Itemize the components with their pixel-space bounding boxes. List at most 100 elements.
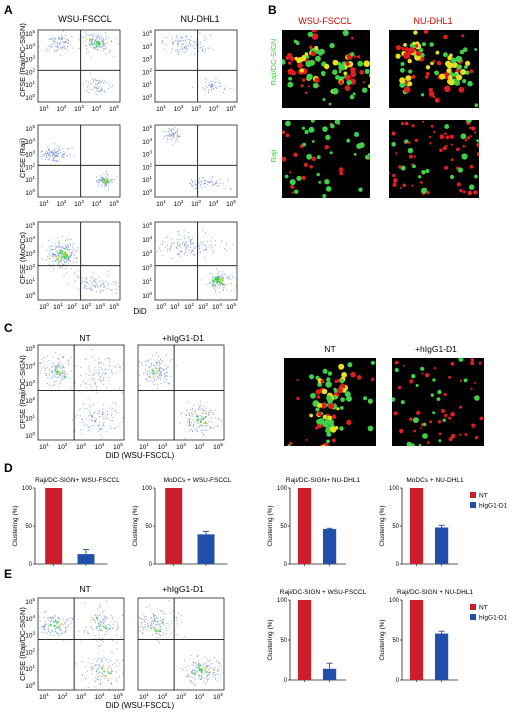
micrograph-c2 bbox=[392, 358, 484, 446]
b-row-label-1: Raji/DC-SIGN bbox=[269, 39, 278, 86]
plot-dots bbox=[139, 351, 222, 440]
bar-higg1-d1 bbox=[435, 633, 449, 680]
x-tick-label: 103 bbox=[191, 104, 201, 113]
bar-nt bbox=[45, 488, 63, 564]
legend-swatch bbox=[470, 502, 476, 508]
y-tick-label: 101 bbox=[142, 175, 152, 184]
y-tick-label: 0 bbox=[149, 562, 153, 568]
x-tick-label: 102 bbox=[158, 442, 168, 451]
flow-plot-e1: 105 104 103 102 101 100 101 102 103 104 105 bbox=[25, 597, 125, 701]
c-micro-title-2: +hIgG1-D1 bbox=[415, 344, 457, 354]
x-tick-label: 104 bbox=[95, 692, 105, 701]
y-tick-label: 101 bbox=[142, 80, 152, 89]
bar-chart-3: Raji/DC-SIGN+ NU-DHL1 Clustering (%) 0 50 10… bbox=[267, 477, 360, 568]
y-tick-label: 105 bbox=[25, 221, 35, 230]
y-tick-label: 103 bbox=[142, 150, 152, 159]
y-tick-label: 103 bbox=[25, 379, 35, 388]
chart-title: MoDCs + NU-DHL1 bbox=[406, 477, 464, 484]
y-tick-label: 102 bbox=[142, 67, 152, 76]
x-tick-label: 102 bbox=[158, 692, 168, 701]
bar-chart-2: MoDCs + WSU-FSCCL Clustering (%) 0 50 100 bbox=[132, 477, 232, 568]
x-tick-label: 105 bbox=[109, 302, 119, 311]
y-tick-label: 104 bbox=[25, 614, 35, 623]
y-tick-label: 103 bbox=[142, 249, 152, 258]
legend-swatch bbox=[470, 492, 476, 498]
x-tick-label: 103 bbox=[76, 692, 86, 701]
y-tick-label: 50 bbox=[145, 524, 152, 530]
plot-frame bbox=[37, 221, 121, 301]
y-tick-label: 101 bbox=[25, 175, 35, 184]
y-tick-label: 0 bbox=[284, 678, 288, 684]
x-tick-label: 103 bbox=[191, 199, 201, 208]
plot-frame bbox=[137, 597, 225, 691]
chart-title: MoDCs + WSU-FSCCL bbox=[164, 477, 232, 484]
x-tick-label: 102 bbox=[174, 199, 184, 208]
y-tick-label: 103 bbox=[25, 631, 35, 640]
micrograph-b3 bbox=[282, 120, 370, 198]
x-tick-label: 102 bbox=[174, 104, 184, 113]
chart-title: Raji/DC-SIGN + WSU-FSCCL bbox=[280, 589, 367, 596]
x-tick-label: 101 bbox=[39, 199, 49, 208]
x-tick-label: 105 bbox=[226, 104, 236, 113]
y-tick-label: 102 bbox=[142, 263, 152, 272]
x-tick-label: 102 bbox=[67, 302, 77, 311]
x-tick-label: 102 bbox=[58, 692, 68, 701]
flow-plot-a4: 105 104 103 102 101 100 101 102 103 104 105 bbox=[142, 124, 238, 208]
y-tick-label: 0 bbox=[396, 678, 400, 684]
x-tick-label: 101 bbox=[170, 302, 180, 311]
plot-dots bbox=[138, 600, 224, 690]
plot-frame bbox=[37, 344, 125, 441]
legend-label: NT bbox=[479, 493, 488, 500]
a-col-title-2: NU-DHL1 bbox=[180, 14, 219, 24]
plot-dots bbox=[157, 229, 237, 293]
x-tick-label: 102 bbox=[57, 199, 67, 208]
x-tick-label: 102 bbox=[57, 104, 67, 113]
a-col-title-1: WSU-FSCCL bbox=[58, 14, 112, 24]
panel-letter-d: D bbox=[4, 461, 13, 475]
y-tick-label: 100 bbox=[142, 291, 152, 300]
x-tick-label: 105 bbox=[213, 692, 223, 701]
a-ylabel-3: CFSE (MoDCs) bbox=[18, 231, 27, 284]
bar-chart-4: MoDCs + NU-DHL1 Clustering (%) 0 50 100 NT hIg… bbox=[379, 477, 508, 568]
e-col-title-2: +hIgG1-D1 bbox=[162, 584, 204, 594]
bar-higg1-d1 bbox=[323, 668, 337, 680]
bar-chart-5: Raji/DC-SIGN + WSU-FSCCL Clustering (%) 0 5… bbox=[267, 589, 367, 684]
y-tick-label: 103 bbox=[25, 249, 35, 258]
y-tick-label: 102 bbox=[142, 162, 152, 171]
plot-dots bbox=[40, 143, 118, 190]
x-tick-label: 103 bbox=[198, 302, 208, 311]
y-tick-label: 104 bbox=[25, 361, 35, 370]
legend-label: hIgG1-D1 bbox=[479, 615, 508, 622]
micrograph-background bbox=[392, 358, 484, 446]
y-tick-label: 105 bbox=[25, 597, 35, 606]
bar-higg1-d1 bbox=[77, 554, 95, 564]
chart-title: Raji/DC-SIGN+ WSU-FSCCL bbox=[35, 477, 120, 484]
x-tick-label: 101 bbox=[53, 302, 63, 311]
x-tick-label: 104 bbox=[195, 442, 205, 451]
x-tick-label: 105 bbox=[113, 692, 123, 701]
y-tick-label: 102 bbox=[25, 396, 35, 405]
b-col-title-1: WSU-FSCCL bbox=[298, 16, 352, 26]
plot-frame bbox=[154, 221, 238, 301]
y-tick-label: 100 bbox=[25, 291, 35, 300]
a-ylabel-2: CFSE (Raji) bbox=[18, 138, 27, 179]
y-tick-label: 50 bbox=[280, 524, 287, 530]
y-tick-label: 100 bbox=[25, 93, 35, 102]
flow-plot-a1: 105 104 103 102 101 100 101 102 103 104 105 bbox=[25, 29, 121, 113]
y-tick-label: 104 bbox=[25, 235, 35, 244]
y-tick-label: 101 bbox=[25, 664, 35, 673]
y-tick-label: 103 bbox=[25, 150, 35, 159]
chart-y-label: Clustering (%) bbox=[379, 505, 386, 546]
bar-higg1-d1 bbox=[323, 529, 337, 564]
panel-letter-b: B bbox=[268, 3, 277, 17]
y-tick-label: 100 bbox=[25, 681, 35, 690]
x-tick-label: 104 bbox=[92, 199, 102, 208]
flow-plot-c1: 105 104 103 102 101 100 101 102 103 104 105 bbox=[25, 344, 125, 451]
y-tick-label: 50 bbox=[280, 638, 287, 644]
plot-dots bbox=[38, 30, 120, 96]
micrograph-b2 bbox=[389, 30, 479, 108]
x-tick-label: 104 bbox=[195, 692, 205, 701]
y-tick-label: 105 bbox=[142, 221, 152, 230]
legend-label: NT bbox=[479, 605, 488, 612]
y-tick-label: 105 bbox=[142, 124, 152, 133]
